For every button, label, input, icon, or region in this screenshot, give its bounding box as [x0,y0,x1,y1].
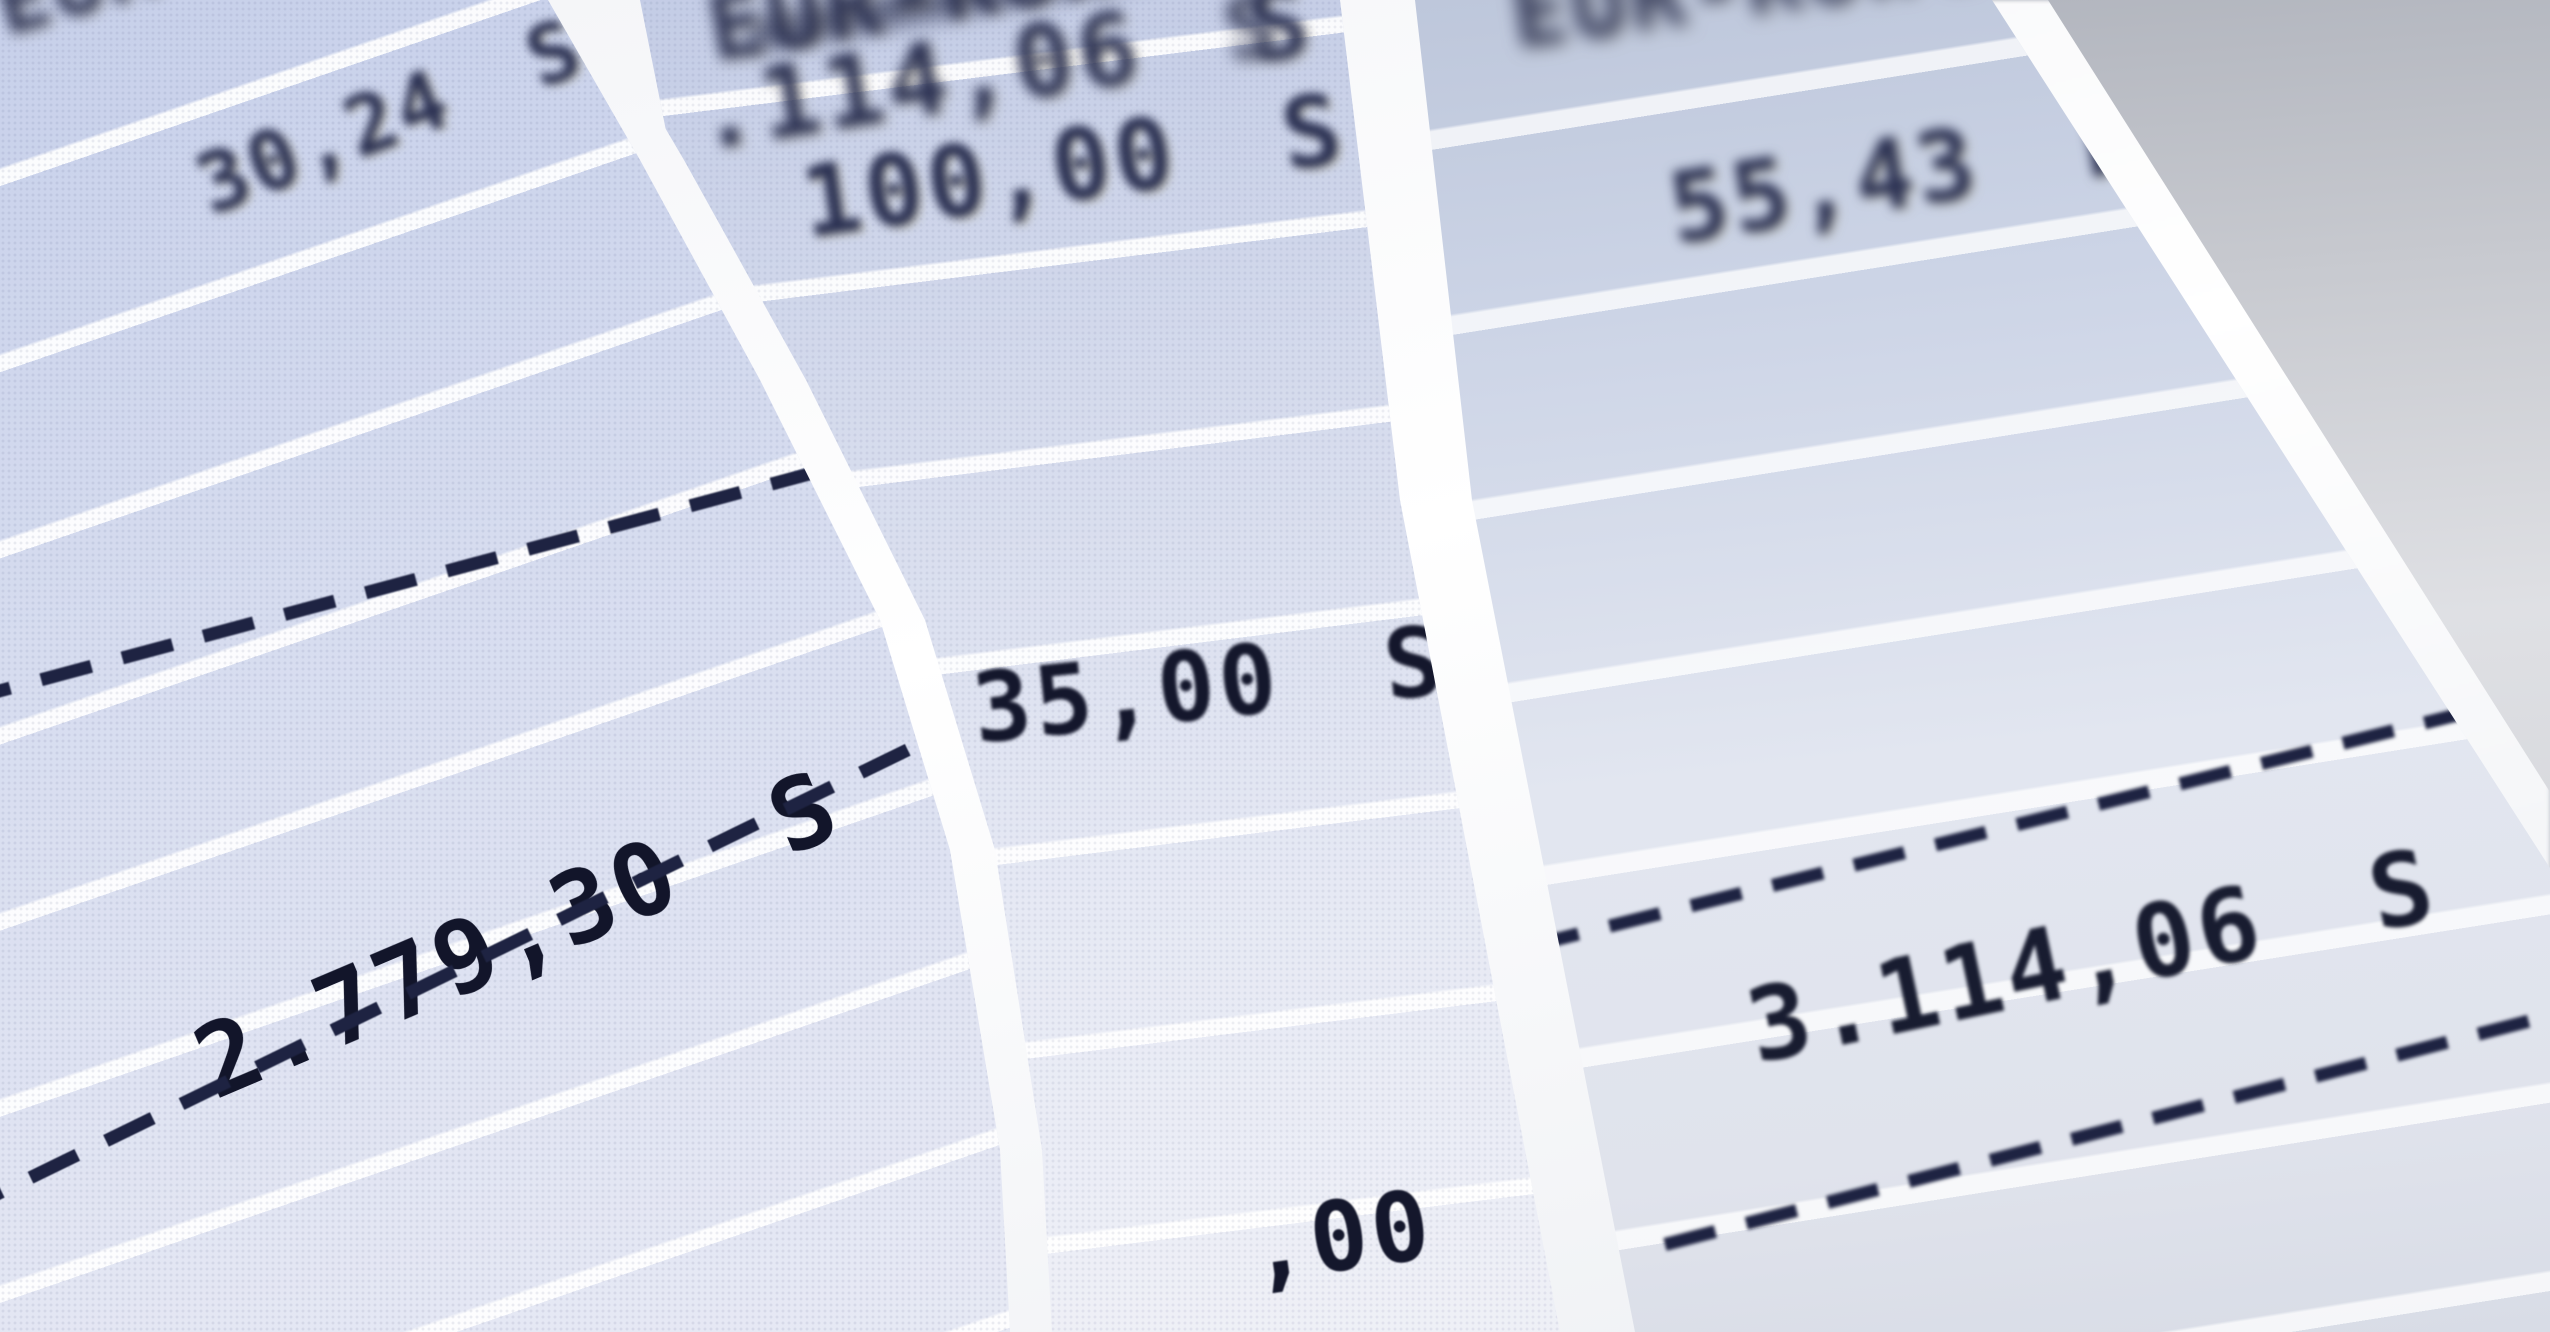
statement-row-amount: 35,00 S [967,604,1452,766]
statement-row-amount: 30,24 S [183,0,597,234]
account-header: EUR-Kont [1505,0,1988,69]
dashed-separator [0,438,918,708]
account-header-fragment: EUR [0,0,171,55]
